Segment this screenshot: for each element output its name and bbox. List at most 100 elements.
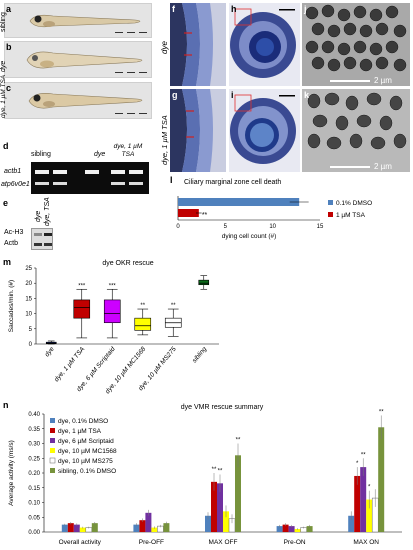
significance-marker-4-1: * bbox=[356, 461, 359, 467]
y-tick-label: 0.15 bbox=[28, 486, 40, 492]
legend-swatch-0 bbox=[50, 418, 55, 423]
legend-swatch-1 bbox=[50, 428, 55, 433]
gel-row-actb1: actb1 bbox=[4, 168, 22, 175]
legend-swatch-1 bbox=[328, 212, 333, 217]
panel-b-label: dye bbox=[0, 60, 7, 72]
blot-lane-dye-tsa: dye, TSA bbox=[44, 197, 51, 226]
histology-photo-g bbox=[170, 89, 226, 172]
panel-letter-g: g bbox=[172, 90, 178, 100]
y-tick-label: 10 bbox=[25, 312, 32, 318]
scalebar-k bbox=[330, 166, 370, 168]
y-tick-label: 15 bbox=[25, 296, 32, 302]
bar-3-5 bbox=[306, 526, 313, 532]
significance-marker: ** bbox=[202, 212, 208, 219]
box-5 bbox=[198, 279, 210, 286]
x-tick-label: 10 bbox=[269, 224, 276, 230]
gel-image-d bbox=[31, 162, 149, 194]
y-tick-label: 0 bbox=[29, 342, 33, 348]
bar-2-1 bbox=[211, 481, 217, 532]
significance-marker-2: *** bbox=[109, 283, 117, 289]
x-tick-label-1: Pre-OFF bbox=[139, 539, 164, 546]
box-1 bbox=[73, 299, 91, 319]
y-tick-label: 0.20 bbox=[28, 471, 40, 477]
x-tick-label-2: MAX OFF bbox=[209, 539, 238, 546]
bar-1-2 bbox=[145, 512, 152, 532]
bar-0-2 bbox=[73, 524, 80, 532]
bar-0 bbox=[178, 198, 300, 206]
x-tick-label: 15 bbox=[317, 224, 324, 230]
x-tick-label: 0 bbox=[176, 224, 180, 230]
bar-2-5 bbox=[235, 455, 241, 532]
y-tick-label: 0.25 bbox=[28, 456, 40, 462]
bar-2-3 bbox=[223, 511, 229, 532]
histology-photo-h bbox=[229, 3, 300, 86]
legend-label-1: 1 µM TSA bbox=[336, 212, 366, 219]
y-tick-label: 20 bbox=[25, 281, 32, 287]
legend-swatch-3 bbox=[50, 448, 55, 453]
panel-a-label: sibling bbox=[0, 12, 7, 32]
gel-bands-d bbox=[35, 170, 143, 185]
retina-section-f bbox=[170, 3, 213, 86]
panel-letter-c: c bbox=[6, 83, 12, 93]
gel-lane-dye: dye bbox=[94, 151, 106, 158]
chart-title: dye OKR rescue bbox=[102, 260, 153, 267]
bar-3-1 bbox=[282, 524, 289, 532]
y-tick-label: 0.40 bbox=[28, 412, 40, 418]
bar-2-2 bbox=[217, 483, 223, 532]
blot-row-actb: Actb bbox=[4, 240, 19, 247]
em-cells-j bbox=[305, 4, 407, 72]
significance-marker-2-2: ** bbox=[218, 468, 223, 474]
significance-marker-4-3: * bbox=[368, 485, 371, 491]
legend-label-0: dye, 0.1% DMSO bbox=[58, 418, 108, 425]
y-tick-label: 0.00 bbox=[28, 530, 40, 536]
panel-f-label: dye bbox=[160, 41, 169, 54]
panel-letter-h: h bbox=[231, 4, 237, 14]
fish-photo-a bbox=[4, 3, 152, 38]
panel-letter-n: n bbox=[3, 400, 9, 410]
x-axis-label: dying cell count (#) bbox=[222, 233, 277, 240]
bar-1-0 bbox=[133, 524, 140, 532]
x-tick-label-0: dye bbox=[44, 345, 56, 358]
panel-letter-m: m bbox=[3, 257, 12, 267]
y-axis-label: Saccades/min. (#) bbox=[8, 280, 15, 332]
y-tick-label: 0.05 bbox=[28, 515, 40, 521]
histology-photo-i bbox=[229, 89, 300, 172]
bar-0-0 bbox=[61, 524, 68, 532]
legend-label-4: dye, 10 µM MS275 bbox=[58, 458, 113, 465]
bar-1-1 bbox=[139, 520, 146, 532]
panel-letter-j: j bbox=[304, 4, 307, 14]
panel-letter-b: b bbox=[6, 42, 12, 52]
em-cells-k bbox=[307, 92, 407, 150]
histology-photo-f bbox=[170, 3, 226, 86]
bar-1 bbox=[178, 209, 199, 217]
panel-g-label: dye, 1 µM TSA bbox=[160, 115, 169, 165]
y-tick-label: 25 bbox=[25, 266, 32, 272]
legend-label-5: sibling, 0.1% DMSO bbox=[58, 468, 116, 475]
legend-swatch-5 bbox=[50, 468, 55, 473]
bar-4-5 bbox=[378, 427, 385, 532]
significance-marker-4-5: ** bbox=[379, 409, 384, 415]
y-tick-label: 0.35 bbox=[28, 427, 40, 433]
chart-l: Ciliary marginal zone cell death ** 0 5 10 15… bbox=[176, 179, 372, 240]
bar-0-3 bbox=[79, 527, 86, 532]
legend-label-1: dye, 1 µM TSA bbox=[58, 428, 102, 435]
fish-image-c bbox=[28, 93, 147, 114]
box-2 bbox=[103, 299, 121, 324]
x-tick-label-1: dye, 1 µM TSA bbox=[53, 346, 86, 384]
panel-letter-i: i bbox=[231, 90, 234, 100]
chart-title: dye VMR rescue summary bbox=[181, 404, 264, 411]
legend-swatch-0 bbox=[328, 200, 333, 205]
bar-3-0 bbox=[276, 526, 283, 532]
significance-marker-2-5: ** bbox=[236, 438, 241, 444]
significance-marker-1: *** bbox=[78, 283, 86, 289]
panel-letter-e: e bbox=[3, 198, 9, 208]
legend-label-0: 0.1% DMSO bbox=[336, 200, 372, 207]
x-tick-label-5: sibling bbox=[191, 345, 208, 364]
y-tick-label: 5 bbox=[29, 327, 33, 333]
y-axis-label: Average activity (ms/s) bbox=[8, 440, 15, 506]
retina-section-g bbox=[170, 89, 213, 172]
blot-row-ac-h3: Ac-H3 bbox=[4, 229, 24, 236]
bar-3-2 bbox=[288, 526, 295, 532]
em-photo-j bbox=[302, 3, 410, 86]
legend-label-3: dye, 10 µM MC1568 bbox=[58, 448, 117, 455]
